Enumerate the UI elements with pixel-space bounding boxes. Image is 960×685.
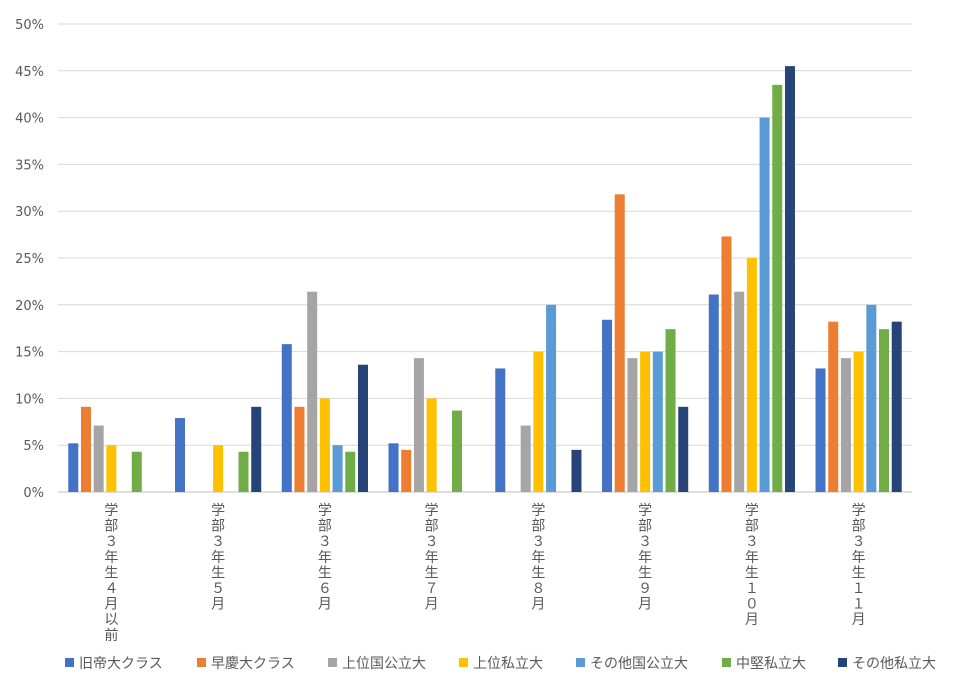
x-category-label: 学部３年生９月 bbox=[638, 503, 652, 613]
bar-1-7 bbox=[708, 294, 719, 492]
bar-2-4 bbox=[401, 449, 412, 492]
bar-5-7 bbox=[759, 117, 770, 492]
bar-3-7 bbox=[734, 291, 745, 492]
bar-1-4 bbox=[388, 443, 399, 492]
bar-6-2 bbox=[238, 451, 249, 492]
y-tick-label: 15% bbox=[15, 346, 44, 361]
legend-label: 旧帝大クラス bbox=[79, 656, 163, 672]
bar-4-2 bbox=[213, 445, 224, 492]
bar-3-6 bbox=[627, 358, 638, 492]
x-category-label: 学部３年生５月 bbox=[211, 503, 225, 613]
bar-7-6 bbox=[678, 406, 689, 492]
bar-2-3 bbox=[294, 406, 305, 492]
y-axis-tick-labels: 0% 5% 10% 15% 20% 25% 30% 35% 40% 45% 50% bbox=[15, 18, 44, 501]
x-category-label: 学部３年生１０月 bbox=[745, 503, 759, 628]
y-tick-label: 35% bbox=[15, 158, 44, 173]
bar-7-2 bbox=[251, 406, 262, 492]
legend: 旧帝大クラス 早慶大クラス 上位国公立大 上位私立大 その他国公立大 中堅私立大 その他私立… bbox=[65, 656, 936, 672]
bar-2-6 bbox=[614, 194, 625, 493]
bar-2-7 bbox=[721, 236, 732, 492]
y-tick-label: 20% bbox=[15, 299, 44, 314]
bar-2-8 bbox=[828, 321, 839, 492]
y-tick-label: 45% bbox=[15, 65, 44, 80]
bar-5-3 bbox=[332, 445, 343, 492]
bar-3-3 bbox=[307, 291, 318, 492]
x-category-label: 学部３年生６月 bbox=[318, 503, 332, 613]
y-tick-label: 50% bbox=[15, 18, 44, 33]
bar-1-3 bbox=[281, 344, 292, 492]
y-tick-label: 40% bbox=[15, 112, 44, 127]
legend-swatch bbox=[576, 658, 585, 667]
bar-7-5 bbox=[571, 449, 582, 492]
bar-7-8 bbox=[891, 321, 902, 492]
legend-swatch bbox=[459, 658, 468, 667]
x-category-label: 学部３年生８月 bbox=[531, 503, 545, 613]
y-tick-label: 5% bbox=[23, 439, 44, 454]
bar-1-6 bbox=[602, 319, 613, 492]
y-tick-label: 10% bbox=[15, 392, 44, 407]
bar-6-7 bbox=[772, 84, 783, 492]
bar-2-1 bbox=[80, 406, 91, 492]
bar-1-5 bbox=[495, 368, 506, 492]
bar-3-4 bbox=[413, 358, 424, 492]
bar-1-8 bbox=[815, 368, 826, 492]
bar-6-1 bbox=[131, 451, 142, 492]
legend-label: 早慶大クラス bbox=[211, 656, 295, 672]
bar-1-2 bbox=[175, 418, 186, 492]
y-tick-label: 25% bbox=[15, 252, 44, 267]
bar-7-7 bbox=[784, 66, 795, 493]
legend-swatch bbox=[328, 658, 337, 667]
bar-5-8 bbox=[866, 304, 877, 492]
legend-swatch bbox=[838, 658, 847, 667]
legend-label: 中堅私立大 bbox=[736, 656, 806, 672]
legend-swatch bbox=[197, 658, 206, 667]
bar-4-4 bbox=[426, 398, 437, 492]
legend-label: その他国公立大 bbox=[590, 656, 688, 672]
bar-6-6 bbox=[665, 329, 676, 492]
legend-label: 上位私立大 bbox=[473, 656, 543, 672]
x-category-label: 学部３年生４月以前 bbox=[104, 503, 118, 644]
bar-4-1 bbox=[106, 445, 117, 492]
bar-5-6 bbox=[652, 351, 663, 492]
bar-4-5 bbox=[533, 351, 544, 492]
bar-3-8 bbox=[840, 358, 851, 492]
bar-7-3 bbox=[357, 364, 368, 492]
bar-4-8 bbox=[853, 351, 864, 492]
bar-5-5 bbox=[546, 304, 557, 492]
bar-4-7 bbox=[746, 258, 757, 492]
x-category-label: 学部３年生７月 bbox=[425, 503, 439, 613]
bar-4-6 bbox=[640, 351, 651, 492]
y-tick-label: 30% bbox=[15, 205, 44, 220]
bar-4-3 bbox=[319, 398, 330, 492]
y-tick-label: 0% bbox=[23, 486, 44, 501]
bar-3-5 bbox=[520, 425, 531, 492]
bar-1-1 bbox=[68, 443, 79, 492]
x-category-label: 学部３年生１１月 bbox=[852, 503, 866, 628]
gridlines bbox=[58, 23, 912, 493]
bar-6-3 bbox=[345, 451, 356, 492]
legend-swatch bbox=[722, 658, 731, 667]
bar-6-4 bbox=[452, 410, 463, 492]
legend-label: その他私立大 bbox=[852, 656, 936, 672]
bars bbox=[68, 66, 902, 493]
legend-label: 上位国公立大 bbox=[342, 656, 426, 672]
x-axis-category-labels: 学部３年生４月以前 学部３年生５月 学部３年生６月 学部３年生７月 学部３年生８月 学部３… bbox=[104, 503, 865, 644]
bar-3-1 bbox=[93, 425, 104, 492]
legend-swatch bbox=[65, 658, 74, 667]
bar-6-8 bbox=[879, 329, 890, 492]
